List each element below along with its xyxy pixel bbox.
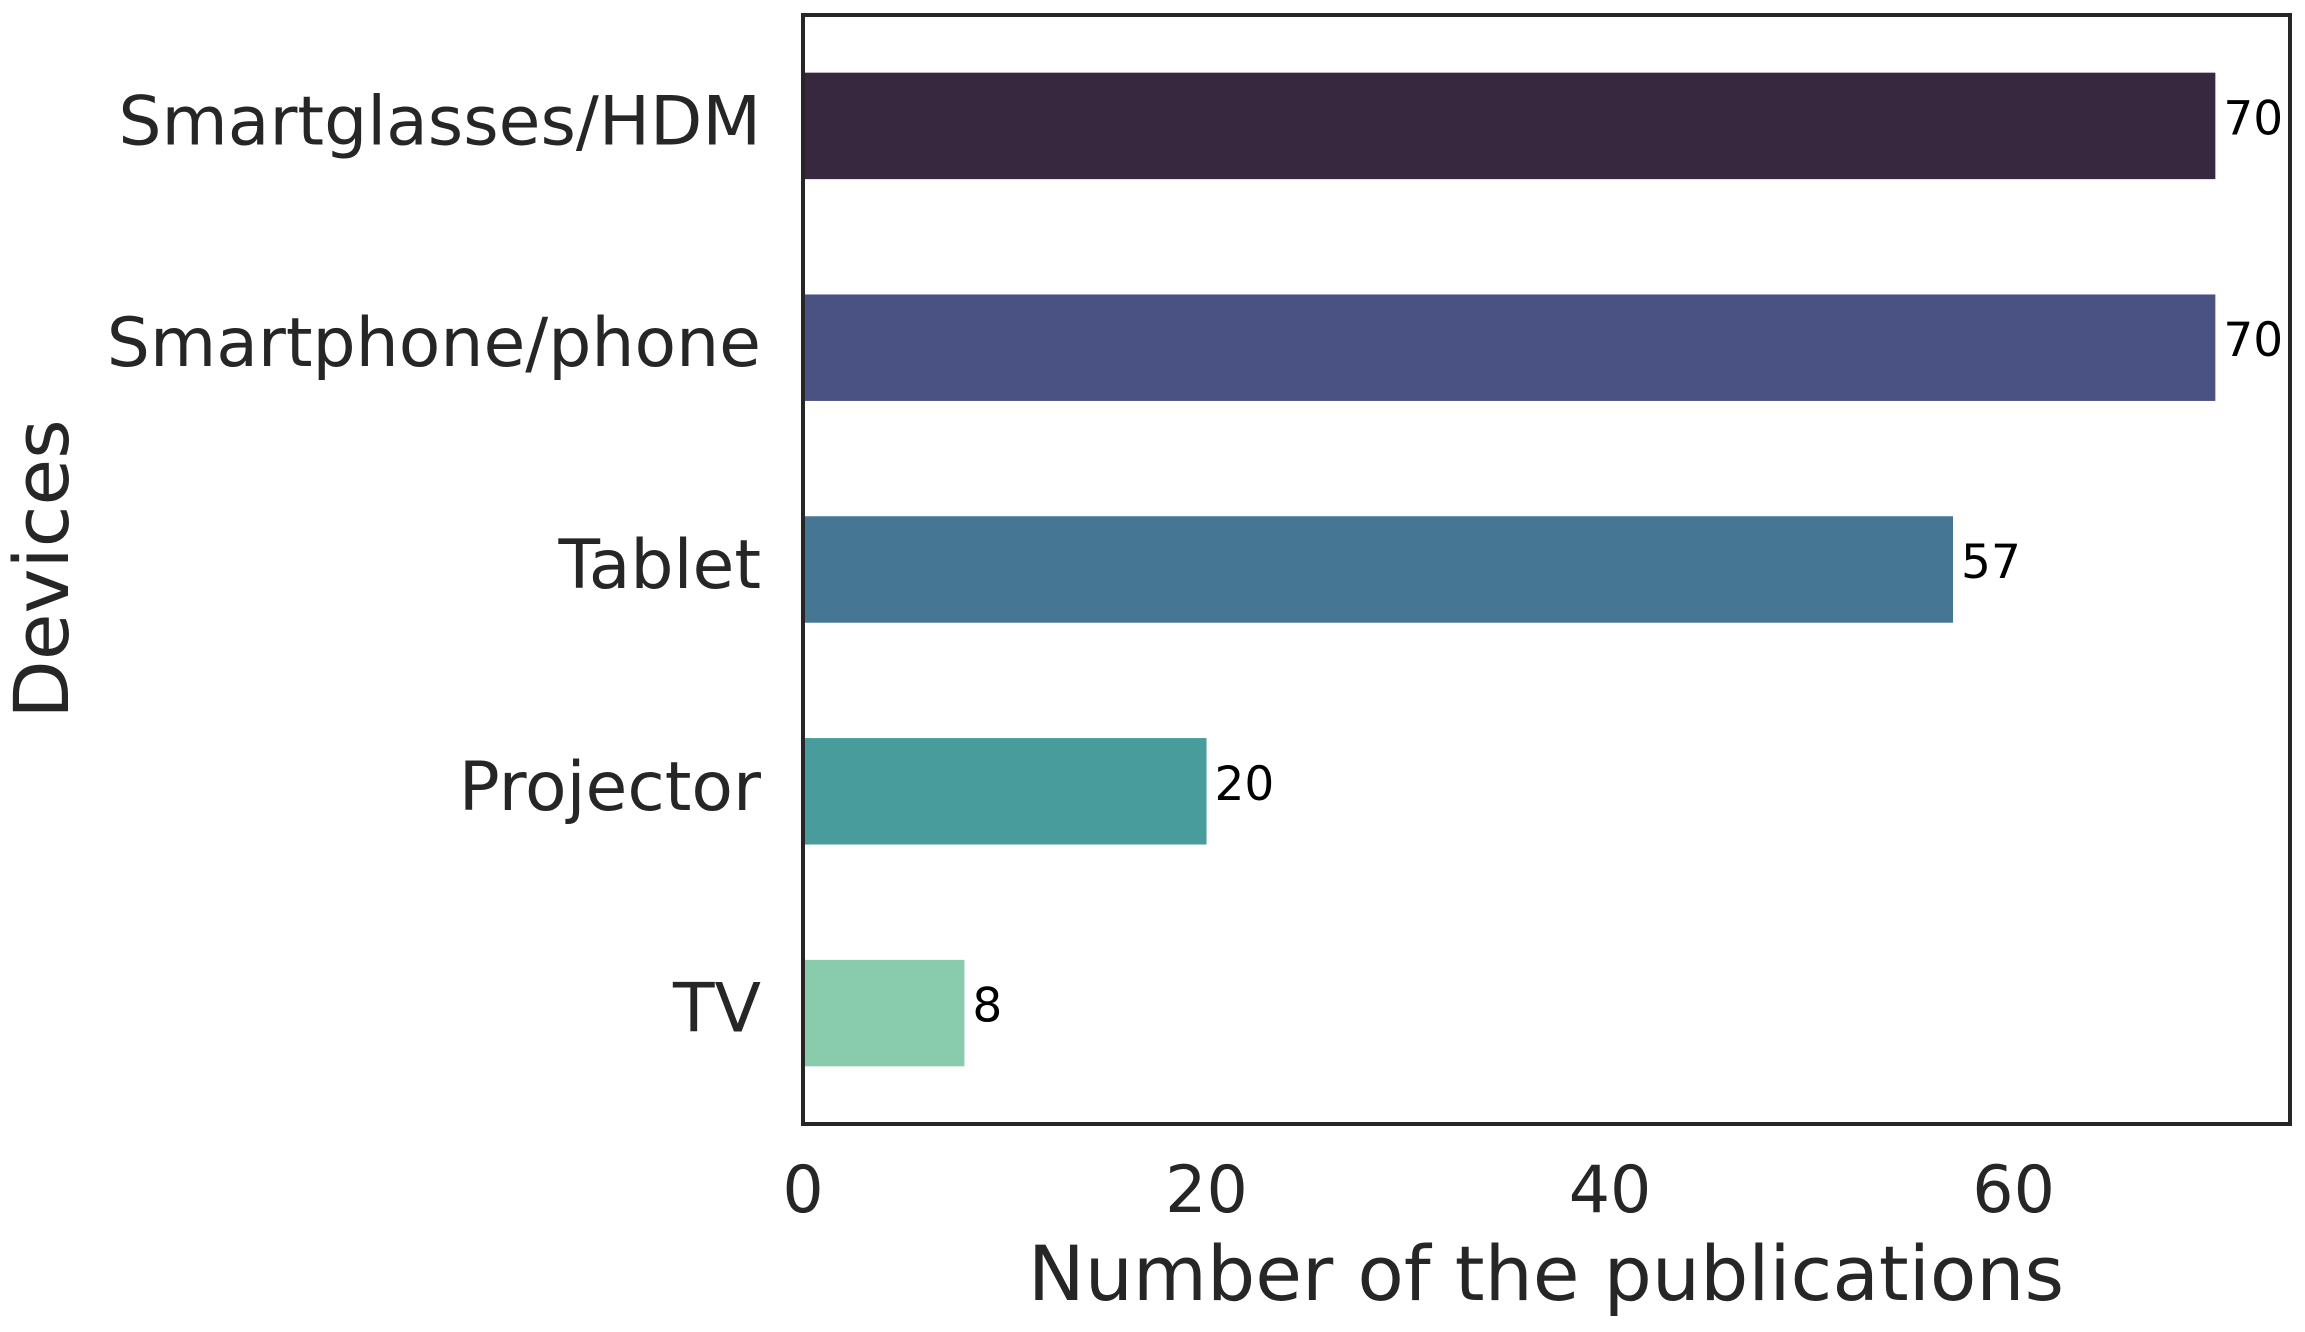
y-tick-label: Tablet: [557, 526, 761, 605]
y-tick-label: Smartphone/phone: [107, 304, 761, 383]
x-tick-label: 20: [1165, 1153, 1248, 1228]
value-label: 57: [1961, 535, 2021, 590]
y-tick-label: TV: [672, 970, 761, 1049]
bar: [803, 516, 1954, 623]
value-label: 70: [2223, 313, 2283, 368]
x-axis-title: Number of the publications: [1028, 1229, 2064, 1318]
bar: [803, 959, 965, 1067]
x-tick-label: 0: [782, 1153, 823, 1228]
bar: [803, 738, 1207, 845]
y-tick-label: Projector: [459, 748, 761, 827]
plot-frame: [801, 13, 2292, 1126]
y-axis-title: Devices: [0, 419, 86, 719]
x-tick-label: 60: [1972, 1153, 2055, 1228]
value-label: 20: [1215, 757, 1275, 812]
value-label: 8: [972, 979, 1002, 1034]
bar: [803, 72, 2216, 180]
bar: [803, 294, 2216, 401]
x-tick-label: 40: [1569, 1153, 1652, 1228]
y-tick-label: Smartglasses/HDM: [118, 82, 761, 161]
value-label: 70: [2223, 91, 2283, 146]
